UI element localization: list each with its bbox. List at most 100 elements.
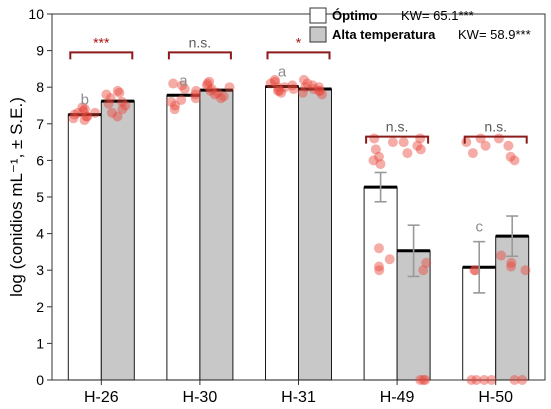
data-point — [506, 257, 517, 268]
data-point — [316, 89, 327, 100]
data-point — [81, 111, 92, 122]
data-point — [302, 78, 313, 89]
significance-label: n.s. — [189, 34, 212, 50]
data-point — [79, 115, 90, 126]
x-tick-label: H-49 — [380, 389, 415, 406]
data-point — [105, 93, 116, 104]
y-tick-label: 5 — [36, 189, 44, 205]
data-point — [506, 261, 517, 272]
bar — [199, 89, 234, 381]
legend-label-alta: Alta temperatura — [332, 27, 436, 42]
data-point — [374, 265, 385, 276]
data-point — [72, 107, 83, 118]
data-point — [269, 74, 280, 85]
data-point — [517, 375, 528, 385]
data-point — [190, 93, 201, 104]
data-point — [101, 89, 112, 100]
data-point — [479, 375, 490, 385]
data-point — [420, 375, 431, 385]
data-point — [265, 78, 276, 89]
legend-swatch-optimo — [309, 7, 327, 24]
group-letter: a — [278, 63, 287, 80]
bar — [100, 100, 135, 381]
data-point — [314, 85, 325, 96]
data-point — [314, 85, 325, 96]
y-tick-label: 10 — [28, 6, 44, 22]
bars — [67, 84, 530, 381]
axes: 0 1 2 3 4 5 6 7 8 9 10 log (conidios mL⁻¹, ± S.E.) H… — [7, 6, 513, 406]
bar — [67, 114, 102, 381]
data-point — [77, 102, 88, 113]
y-tick-label: 3 — [36, 262, 44, 278]
data-point — [469, 265, 480, 276]
significance-bracket — [266, 51, 331, 60]
data-point — [202, 78, 213, 89]
significance-bracket — [167, 51, 232, 60]
significance-bracket — [463, 135, 528, 144]
data-point — [418, 265, 429, 276]
data-point — [373, 261, 384, 272]
data-point — [272, 82, 283, 93]
data-point — [218, 91, 229, 102]
bar — [265, 85, 299, 381]
data-point — [114, 87, 125, 98]
data-point — [368, 155, 379, 166]
significance-label: n.s. — [484, 119, 507, 135]
data-point — [120, 100, 131, 111]
data-point — [279, 82, 290, 93]
data-point — [375, 159, 386, 170]
y-tick-label: 6 — [36, 152, 44, 168]
data-point — [90, 107, 101, 118]
y-tick-label: 2 — [36, 299, 44, 315]
group-letter: b — [81, 92, 89, 109]
data-point — [202, 80, 213, 91]
data-point — [509, 155, 520, 166]
data-point — [398, 137, 409, 148]
legend-label-optimo: Óptimo — [332, 8, 378, 23]
y-tick-label: 1 — [36, 335, 44, 351]
data-point — [117, 96, 128, 107]
data-point — [216, 93, 227, 104]
data-point — [369, 133, 380, 144]
data-point — [298, 74, 309, 85]
data-point — [520, 265, 531, 276]
x-tick-label: H-31 — [281, 389, 316, 406]
data-point — [505, 151, 516, 162]
legend-kw-alta: KW= 58.9*** — [458, 27, 531, 42]
data-point — [82, 111, 93, 122]
data-point — [461, 137, 472, 148]
data-point — [206, 84, 217, 95]
y-tick-label: 8 — [36, 79, 44, 95]
data-point — [471, 375, 482, 385]
data-points — [68, 74, 531, 385]
x-tick-label: H-30 — [183, 389, 218, 406]
significance-brackets: b *** a n.s. a * n.s. c n.s. — [69, 34, 528, 236]
error-bars — [374, 171, 519, 294]
y-axis-label: log (conidios mL⁻¹, ± S.E.) — [7, 97, 26, 297]
data-point — [415, 144, 426, 155]
data-point — [373, 243, 384, 254]
data-point — [421, 257, 432, 268]
bar — [298, 88, 332, 381]
data-point — [224, 82, 235, 93]
data-point — [209, 89, 220, 100]
data-point — [176, 80, 187, 91]
data-point — [276, 87, 287, 98]
data-point — [307, 80, 318, 91]
data-point — [486, 375, 497, 385]
significance-label: *** — [93, 34, 110, 50]
data-point — [373, 151, 384, 162]
data-point — [288, 84, 299, 95]
x-tick-label: H-26 — [84, 389, 119, 406]
data-point — [370, 144, 381, 155]
significance-bracket — [365, 135, 430, 144]
data-point — [69, 109, 80, 120]
x-tick-label: H-50 — [478, 389, 513, 406]
data-point — [103, 98, 114, 109]
group-letter: c — [475, 219, 483, 236]
data-point — [384, 254, 395, 265]
legend-swatch-alta — [309, 26, 327, 43]
data-point — [78, 105, 89, 116]
data-point — [297, 87, 308, 98]
